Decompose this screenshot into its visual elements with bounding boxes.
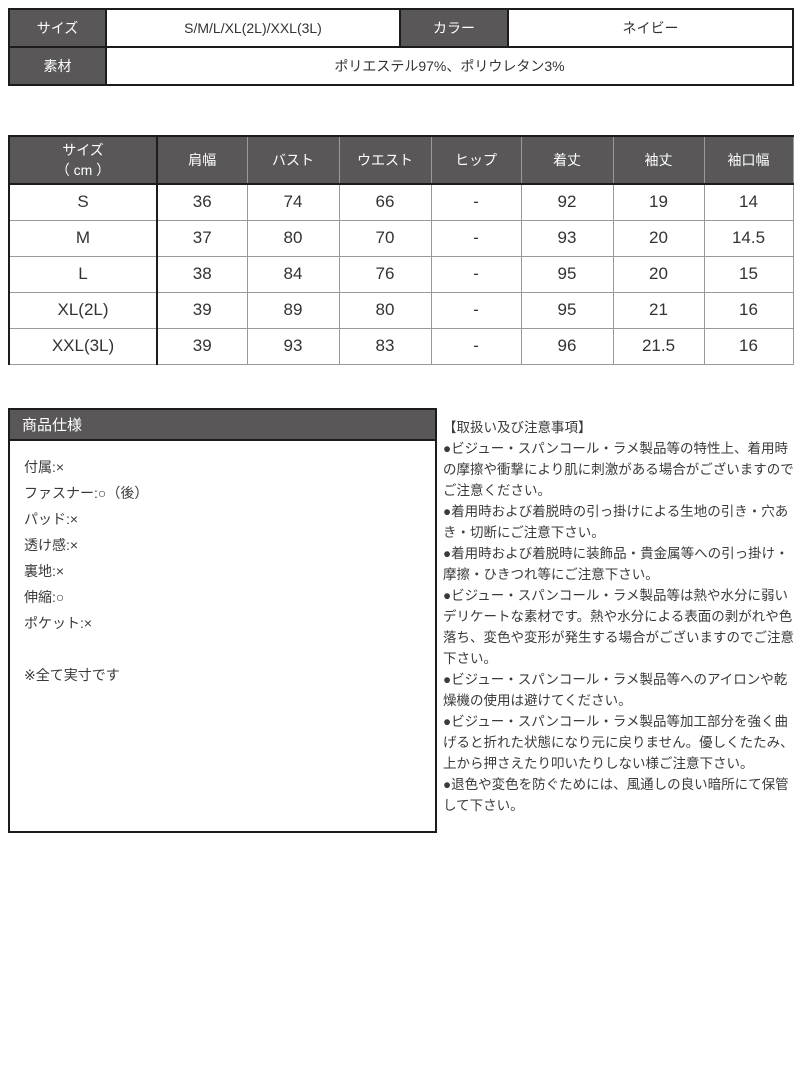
cell: 84 <box>246 255 340 293</box>
color-label-cell: カラー <box>399 8 509 48</box>
cell: - <box>430 291 522 329</box>
spec-line-pad: パッド:× <box>24 511 79 527</box>
spec-line-fastener: ファスナー:○（後） <box>24 485 149 501</box>
cell: 95 <box>520 255 614 293</box>
cell: 93 <box>520 219 614 257</box>
table-row-size-xl: XL(2L) 39 89 80 - 95 21 16 <box>8 291 794 329</box>
col-header-shoulder: 肩幅 <box>156 135 248 185</box>
cell: - <box>430 183 522 221</box>
row-label: S <box>8 183 158 221</box>
care-note-item: ●ビジュー・スパンコール・ラメ製品等は熱や水分に弱いデリケートな素材です。熱や水… <box>443 588 794 666</box>
care-note-item: ●ビジュー・スパンコール・ラメ製品等加工部分を強く曲げると折れた状態になり元に戻… <box>443 714 794 771</box>
color-value-cell: ネイビー <box>507 8 794 48</box>
table-row-size-m: M 37 80 70 - 93 20 14.5 <box>8 219 794 257</box>
table-row-size-xxl: XXL(3L) 39 93 83 - 96 21.5 16 <box>8 327 794 365</box>
cell: - <box>430 255 522 293</box>
cell: 37 <box>156 219 248 257</box>
cell: 14 <box>703 183 794 221</box>
size-label-cell: サイズ <box>8 8 107 48</box>
size-chart-header-row: サイズ （ cm ） 肩幅 バスト ウエスト ヒップ 着丈 袖丈 袖口幅 <box>8 135 794 185</box>
cell: 36 <box>156 183 248 221</box>
product-spec-body: 付属:× ファスナー:○（後） パッド:× 透け感:× 裏地:× 伸縮:○ ポケ… <box>10 441 435 701</box>
cell: 80 <box>338 291 432 329</box>
cell: 93 <box>246 327 340 365</box>
cell: 14.5 <box>703 219 794 257</box>
spec-line-stretch: 伸縮:○ <box>24 589 65 605</box>
care-note-item: ●退色や変色を防ぐためには、風通しの良い暗所にて保管して下さい。 <box>443 777 789 813</box>
care-notes-title: 【取扱い及び注意事項】 <box>443 420 592 435</box>
cell: 21 <box>612 291 705 329</box>
cell: 20 <box>612 219 705 257</box>
size-value-cell: S/M/L/XL(2L)/XXL(3L) <box>105 8 401 48</box>
cell: 39 <box>156 327 248 365</box>
row-label: XXL(3L) <box>8 327 158 365</box>
col-header-hip: ヒップ <box>430 135 522 185</box>
cell: 66 <box>338 183 432 221</box>
size-chart-table: サイズ （ cm ） 肩幅 バスト ウエスト ヒップ 着丈 袖丈 袖口幅 S 3… <box>8 135 794 365</box>
spec-line-lining: 裏地:× <box>24 563 65 579</box>
cell: 89 <box>246 291 340 329</box>
cell: - <box>430 219 522 257</box>
spec-line-sheerness: 透け感:× <box>24 537 79 553</box>
spec-note-actual-size: ※全て実寸です <box>24 667 120 683</box>
cell: 76 <box>338 255 432 293</box>
cell: 15 <box>703 255 794 293</box>
material-label-cell: 素材 <box>8 46 107 86</box>
col-header-cuff-width: 袖口幅 <box>703 135 794 185</box>
care-notes: 【取扱い及び注意事項】 ●ビジュー・スパンコール・ラメ製品等の特性上、着用時の摩… <box>443 417 797 816</box>
table-row-size-s: S 36 74 66 - 92 19 14 <box>8 183 794 221</box>
size-chart-corner-header: サイズ （ cm ） <box>8 135 158 185</box>
cell: 21.5 <box>612 327 705 365</box>
cell: 95 <box>520 291 614 329</box>
spec-line-pocket: ポケット:× <box>24 615 93 631</box>
care-note-item: ●ビジュー・スパンコール・ラメ製品等へのアイロンや乾燥機の使用は避けてください。 <box>443 672 788 708</box>
col-header-length: 着丈 <box>520 135 614 185</box>
cell: 16 <box>703 291 794 329</box>
info-row-size-color: サイズ S/M/L/XL(2L)/XXL(3L) カラー ネイビー <box>8 8 794 48</box>
cell: 92 <box>520 183 614 221</box>
cell: 39 <box>156 291 248 329</box>
product-spec-title: 商品仕様 <box>10 410 435 441</box>
material-value-cell: ポリエステル97%、ポリウレタン3% <box>105 46 794 86</box>
row-label: M <box>8 219 158 257</box>
col-header-sleeve: 袖丈 <box>612 135 705 185</box>
cell: 74 <box>246 183 340 221</box>
cell: 83 <box>338 327 432 365</box>
cell: 80 <box>246 219 340 257</box>
row-label: XL(2L) <box>8 291 158 329</box>
cell: 38 <box>156 255 248 293</box>
table-row-size-l: L 38 84 76 - 95 20 15 <box>8 255 794 293</box>
cell: 16 <box>703 327 794 365</box>
cell: - <box>430 327 522 365</box>
cell: 96 <box>520 327 614 365</box>
product-info-table: サイズ S/M/L/XL(2L)/XXL(3L) カラー ネイビー 素材 ポリエ… <box>8 8 794 86</box>
row-label: L <box>8 255 158 293</box>
cell: 70 <box>338 219 432 257</box>
cell: 20 <box>612 255 705 293</box>
col-header-waist: ウエスト <box>338 135 432 185</box>
size-chart-corner-line2: （ cm ） <box>55 162 111 178</box>
cell: 19 <box>612 183 705 221</box>
size-chart-corner-line1: サイズ <box>62 142 104 158</box>
product-spec-box: 商品仕様 付属:× ファスナー:○（後） パッド:× 透け感:× 裏地:× 伸縮… <box>8 408 437 833</box>
care-note-item: ●着用時および着脱時の引っ掛けによる生地の引き・穴あき・切断にご注意下さい。 <box>443 504 789 540</box>
care-note-item: ●着用時および着脱時に装飾品・貴金属等への引っ掛け・摩擦・ひきつれ等にご注意下さ… <box>443 546 789 582</box>
col-header-bust: バスト <box>246 135 340 185</box>
info-row-material: 素材 ポリエステル97%、ポリウレタン3% <box>8 46 794 86</box>
spec-line-accessory: 付属:× <box>24 459 65 475</box>
care-note-item: ●ビジュー・スパンコール・ラメ製品等の特性上、着用時の摩擦や衝撃により肌に刺激が… <box>443 441 794 498</box>
